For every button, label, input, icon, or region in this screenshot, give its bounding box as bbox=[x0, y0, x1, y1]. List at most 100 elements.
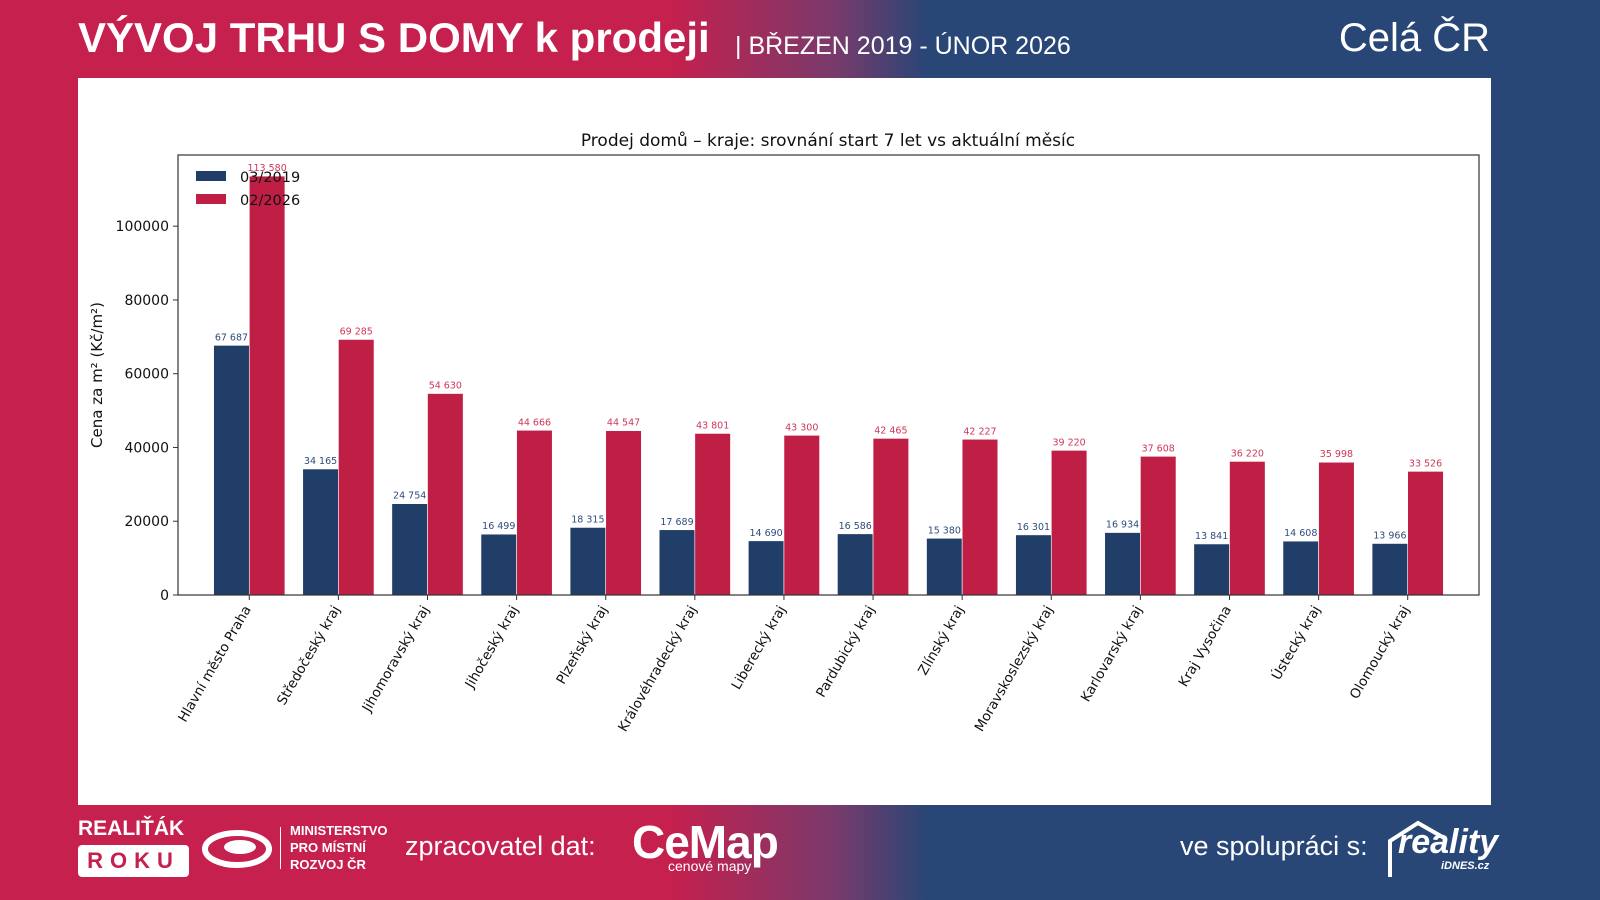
bar-2026 bbox=[1318, 461, 1355, 596]
bar-2026 bbox=[1140, 455, 1177, 596]
logo-divider bbox=[280, 827, 281, 869]
legend: 03/2019 02/2026 bbox=[196, 170, 300, 209]
bar-value-label: 15 380 bbox=[928, 525, 961, 536]
y-tick-label: 0 bbox=[160, 588, 169, 604]
bar-2026 bbox=[694, 433, 731, 596]
x-tick-label: Hlavní město Praha bbox=[175, 603, 255, 725]
realitak-logo-text: REALIŤÁK bbox=[78, 817, 185, 840]
bar-value-label: 69 285 bbox=[340, 326, 373, 337]
x-tick-label: Olomoucký kraj bbox=[1347, 603, 1413, 702]
x-tick-label: Zlínský kraj bbox=[915, 603, 968, 678]
x-tick-label: Středočeský kraj bbox=[274, 603, 344, 708]
bar-2019 bbox=[1282, 540, 1319, 596]
processor-label: zpracovatel dat: bbox=[405, 831, 596, 861]
x-tick-label: Pardubický kraj bbox=[813, 603, 878, 700]
bar-value-label: 33 526 bbox=[1409, 458, 1442, 469]
bar-2026 bbox=[783, 435, 820, 596]
bar-value-label: 34 165 bbox=[304, 456, 337, 467]
ministry-line-3: ROZVOJ ČR bbox=[290, 857, 366, 872]
legend-swatch bbox=[196, 171, 226, 181]
y-tick-label: 60000 bbox=[124, 367, 169, 383]
bar-2026 bbox=[1407, 471, 1444, 596]
legend-swatch bbox=[196, 194, 226, 204]
roku-badge: ROKU bbox=[78, 845, 189, 877]
ministry-line-2: PRO MÍSTNÍ bbox=[290, 840, 366, 855]
bar-value-label: 24 754 bbox=[393, 491, 426, 502]
bar-2019 bbox=[569, 527, 607, 596]
x-tick-label: Ústecký kraj bbox=[1267, 602, 1324, 683]
bar-2019 bbox=[748, 540, 785, 596]
bar-value-label: 42 227 bbox=[963, 426, 996, 437]
chart-title: Prodej domů – kraje: srovnání start 7 le… bbox=[581, 131, 1075, 151]
date-range: | BŘEZEN 2019 - ÚNOR 2026 bbox=[735, 32, 1071, 60]
x-tick-label: Jihočeský kraj bbox=[462, 603, 523, 692]
ministry-emblem-icon bbox=[202, 830, 272, 868]
bar-2019 bbox=[926, 537, 963, 596]
bar-value-label: 14 690 bbox=[749, 528, 782, 539]
x-tick-label: Moravskoslezský kraj bbox=[972, 603, 1057, 734]
bar-value-label: 36 220 bbox=[1231, 448, 1264, 459]
ministry-name: MINISTERSTVO PRO MÍSTNÍ ROZVOJ ČR bbox=[290, 822, 388, 873]
y-tick-label: 40000 bbox=[124, 440, 169, 456]
bar-value-label: 37 608 bbox=[1142, 443, 1175, 454]
bar-value-label: 39 220 bbox=[1052, 437, 1085, 448]
bar-value-label: 54 630 bbox=[429, 381, 462, 392]
bar-value-label: 16 586 bbox=[839, 521, 872, 532]
bar-2026 bbox=[427, 393, 464, 596]
bar-value-label: 14 608 bbox=[1284, 528, 1317, 539]
house-icon bbox=[1388, 820, 1447, 877]
y-tick-label: 80000 bbox=[124, 293, 169, 309]
bar-value-label: 44 547 bbox=[607, 418, 640, 429]
bar-value-label: 17 689 bbox=[660, 517, 693, 528]
page-title: VÝVOJ TRHU S DOMY k prodeji bbox=[78, 14, 710, 61]
bar-2019 bbox=[1015, 534, 1052, 596]
bar-2019 bbox=[480, 533, 517, 596]
bar-2019 bbox=[391, 503, 428, 596]
header: VÝVOJ TRHU S DOMY k prodeji | BŘEZEN 201… bbox=[0, 0, 1600, 78]
x-tick-label: Karlovarský kraj bbox=[1078, 603, 1146, 705]
bar-2026 bbox=[516, 429, 553, 596]
bar-2026 bbox=[605, 430, 642, 596]
bar-value-label: 44 666 bbox=[518, 417, 551, 428]
bar-2019 bbox=[1371, 543, 1409, 596]
bar-value-label: 43 300 bbox=[785, 422, 818, 433]
bar-2019 bbox=[658, 529, 696, 596]
bar-value-label: 16 499 bbox=[482, 521, 515, 532]
bar-2026 bbox=[1229, 461, 1266, 596]
legend-label: 03/2019 bbox=[240, 170, 300, 186]
bar-value-label: 13 841 bbox=[1195, 531, 1228, 542]
x-tick-label: Jihomoravský kraj bbox=[359, 603, 433, 716]
y-axis-label: Cena za m² (Kč/m²) bbox=[88, 302, 106, 448]
x-tick-label: Královéhradecký kraj bbox=[615, 603, 700, 735]
bar-2019 bbox=[213, 345, 250, 596]
bar-2019 bbox=[302, 468, 339, 596]
bar-value-label: 13 966 bbox=[1373, 530, 1406, 541]
bar-2026 bbox=[872, 438, 909, 596]
bar-value-label: 16 301 bbox=[1017, 522, 1050, 533]
bar-2019 bbox=[837, 533, 874, 596]
bar-value-label: 35 998 bbox=[1320, 449, 1353, 460]
bar-2026 bbox=[961, 438, 999, 596]
cemap-tagline: cenové mapy bbox=[668, 858, 752, 874]
cemap-logo: CeMap bbox=[632, 816, 779, 868]
bar-value-label: 18 315 bbox=[571, 514, 604, 525]
bar-value-label: 43 801 bbox=[696, 420, 729, 431]
partner-label: ve spolupráci s: bbox=[1180, 831, 1368, 861]
ministry-line-1: MINISTERSTVO bbox=[290, 823, 388, 838]
reality-logo: reality bbox=[1398, 823, 1499, 861]
y-tick-label: 20000 bbox=[124, 514, 169, 530]
plot-frame bbox=[177, 154, 1480, 596]
bar-value-label: 113 580 bbox=[247, 163, 286, 174]
bar-2026 bbox=[338, 339, 375, 596]
bar-value-label: 42 465 bbox=[874, 425, 907, 436]
bar-2019 bbox=[1193, 543, 1230, 596]
x-tick-label: Plzeňský kraj bbox=[553, 603, 611, 687]
x-tick-label: Liberecký kraj bbox=[728, 603, 789, 693]
bar-2026 bbox=[1050, 450, 1088, 596]
bar-value-label: 67 687 bbox=[215, 332, 248, 343]
x-tick-label: Kraj Vysočina bbox=[1176, 603, 1235, 690]
footer: REALIŤÁK ROKU MINISTERSTVO PRO MÍSTNÍ RO… bbox=[0, 805, 1600, 900]
y-tick-label: 100000 bbox=[116, 219, 169, 235]
bar-2026 bbox=[248, 175, 286, 596]
